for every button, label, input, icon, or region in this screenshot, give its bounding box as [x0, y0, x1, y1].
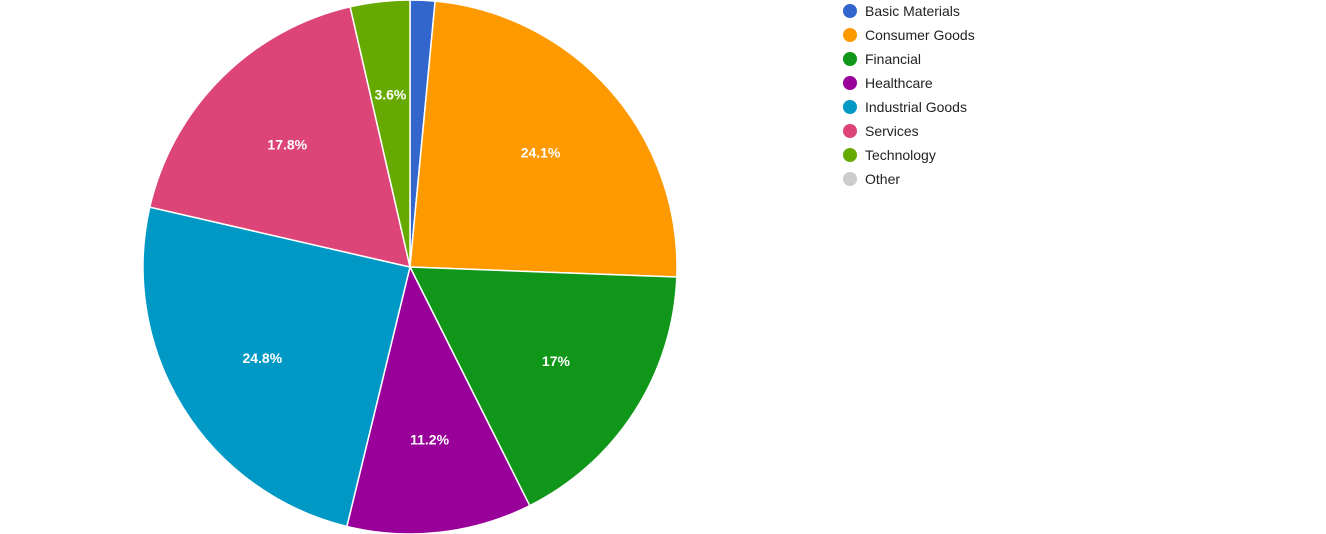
legend-label: Healthcare: [865, 75, 933, 91]
pie-slices: [142, 0, 678, 534]
slice-label-services: 17.8%: [267, 136, 307, 152]
legend-item-financial[interactable]: Financial: [843, 47, 975, 71]
pie-slice-industrial-goods[interactable]: [142, 206, 411, 528]
chart-legend: Basic Materials Consumer Goods Financial He…: [843, 0, 975, 191]
legend-item-industrial-goods[interactable]: Industrial Goods: [843, 95, 975, 119]
legend-label: Financial: [865, 51, 922, 67]
legend-label: Technology: [865, 147, 936, 163]
legend-item-consumer-goods[interactable]: Consumer Goods: [843, 23, 975, 47]
pie-slice-labels: 24.1% 17% 11.2% 24.8% 17.8% 3.6%: [242, 87, 570, 448]
slice-label-financial: 17%: [542, 353, 571, 369]
pie-slice-financial[interactable]: [408, 266, 678, 507]
pie-slice-consumer-goods[interactable]: [409, 0, 678, 278]
legend-item-basic-materials[interactable]: Basic Materials: [843, 0, 975, 23]
slice-label-technology: 3.6%: [374, 87, 406, 103]
legend-item-services[interactable]: Services: [843, 119, 975, 143]
pie-slice-services[interactable]: [148, 5, 411, 268]
pie-slice-technology[interactable]: [349, 0, 411, 268]
legend-swatch-circle-icon: [843, 172, 857, 186]
legend-swatch-circle-icon: [843, 148, 857, 162]
legend-swatch-circle-icon: [843, 124, 857, 138]
legend-label: Other: [865, 171, 901, 187]
legend-label: Consumer Goods: [865, 27, 975, 43]
slice-label-industrial-goods: 24.8%: [242, 350, 282, 366]
slice-label-healthcare: 11.2%: [410, 431, 449, 447]
legend-swatch-circle-icon: [843, 76, 857, 90]
slice-label-consumer-goods: 24.1%: [521, 145, 561, 161]
legend-label: Services: [865, 123, 919, 139]
pie-slice-healthcare[interactable]: [345, 264, 531, 534]
legend-label: Basic Materials: [865, 3, 960, 19]
legend-item-technology[interactable]: Technology: [843, 143, 975, 167]
legend-swatch-circle-icon: [843, 52, 857, 66]
legend-item-other[interactable]: Other: [843, 167, 975, 191]
legend-swatch-circle-icon: [843, 100, 857, 114]
legend-label: Industrial Goods: [865, 99, 967, 115]
legend-item-healthcare[interactable]: Healthcare: [843, 71, 975, 95]
legend-swatch-circle-icon: [843, 4, 857, 18]
legend-swatch-circle-icon: [843, 28, 857, 42]
